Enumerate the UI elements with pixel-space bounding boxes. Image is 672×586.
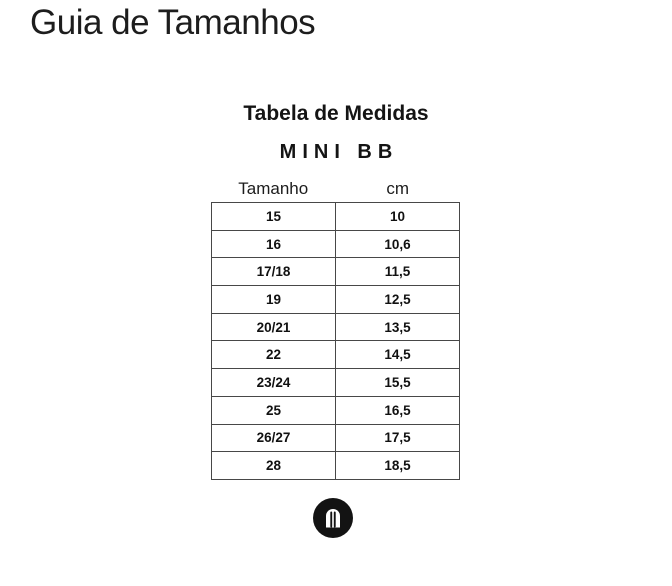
size-cell: 28 (211, 451, 336, 480)
size-table: 15 10 16 10,6 17/18 11,5 19 12,5 20/21 1… (211, 202, 460, 480)
page-title: Guia de Tamanhos (30, 3, 316, 42)
brand-logo (313, 498, 353, 538)
size-cell: 17/18 (211, 257, 336, 287)
cm-cell: 13,5 (335, 312, 460, 342)
table-row: 20/21 13,5 (211, 312, 460, 342)
cm-cell: 15,5 (335, 368, 460, 397)
size-cell: 22 (211, 340, 336, 370)
table-row: 15 10 (211, 202, 460, 231)
size-cell: 25 (211, 395, 336, 425)
table-row: 26/27 17,5 (211, 423, 460, 453)
cm-cell: 12,5 (335, 285, 460, 314)
cm-cell: 11,5 (335, 257, 460, 287)
cm-cell: 14,5 (335, 340, 460, 370)
cm-cell: 18,5 (335, 451, 460, 480)
size-cell: 23/24 (211, 368, 336, 397)
size-cell: 19 (211, 285, 336, 314)
table-row: 28 18,5 (211, 451, 460, 480)
column-header-cm: cm (386, 179, 410, 198)
size-cell: 16 (211, 229, 336, 259)
table-row: 19 12,5 (211, 285, 460, 314)
m-monogram-icon (326, 509, 340, 528)
size-cell: 15 (211, 202, 336, 231)
table-row: 22 14,5 (211, 340, 460, 370)
cm-cell: 17,5 (335, 423, 460, 453)
cm-cell: 10 (335, 202, 460, 231)
size-table-column-headers: Tamanho cm (211, 179, 460, 199)
size-cell: 20/21 (211, 312, 336, 342)
size-cell: 26/27 (211, 423, 336, 453)
size-chart-title: Tabela de Medidas (243, 102, 429, 125)
size-chart-subtitle: MINI BB (279, 141, 399, 163)
table-row: 17/18 11,5 (211, 257, 460, 287)
table-row: 16 10,6 (211, 229, 460, 259)
cm-cell: 16,5 (335, 395, 460, 425)
table-row: 25 16,5 (211, 395, 460, 425)
table-row: 23/24 15,5 (211, 368, 460, 397)
cm-cell: 10,6 (335, 229, 460, 259)
column-header-tamanho: Tamanho (238, 179, 309, 198)
